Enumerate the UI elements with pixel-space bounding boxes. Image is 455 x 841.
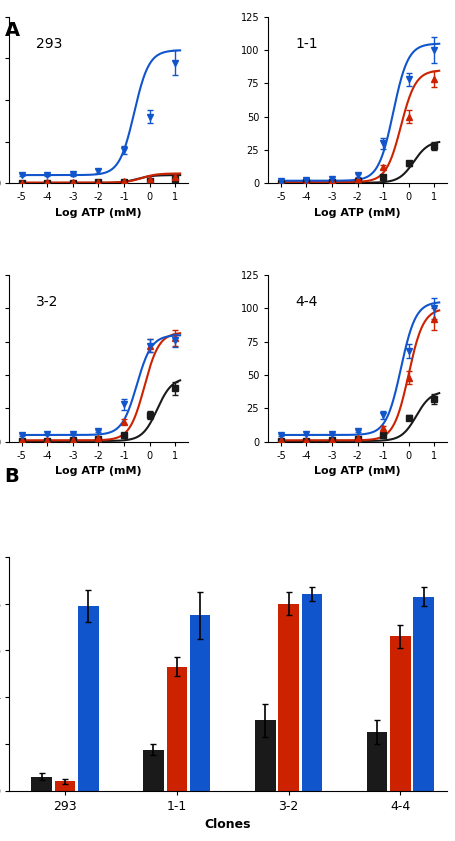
Bar (278, 604, 298, 791)
Text: 4-4: 4-4 (294, 295, 317, 309)
Text: 293: 293 (36, 37, 62, 50)
Bar (143, 749, 163, 791)
Bar (301, 595, 321, 791)
X-axis label: Log ATP (mM): Log ATP (mM) (313, 208, 400, 218)
Bar (55, 781, 75, 791)
Bar (254, 721, 275, 791)
Text: 3-2: 3-2 (36, 295, 58, 309)
X-axis label: Log ATP (mM): Log ATP (mM) (55, 466, 142, 476)
Bar (78, 606, 98, 791)
Text: 1-1: 1-1 (294, 37, 317, 50)
Text: A: A (5, 21, 20, 40)
X-axis label: Clones: Clones (204, 818, 251, 831)
Bar (31, 776, 52, 791)
Bar (366, 733, 386, 791)
Bar (412, 596, 433, 791)
Bar (189, 616, 210, 791)
X-axis label: Log ATP (mM): Log ATP (mM) (55, 208, 142, 218)
Bar (389, 637, 410, 791)
Bar (166, 667, 187, 791)
Text: B: B (5, 467, 19, 486)
X-axis label: Log ATP (mM): Log ATP (mM) (313, 466, 400, 476)
